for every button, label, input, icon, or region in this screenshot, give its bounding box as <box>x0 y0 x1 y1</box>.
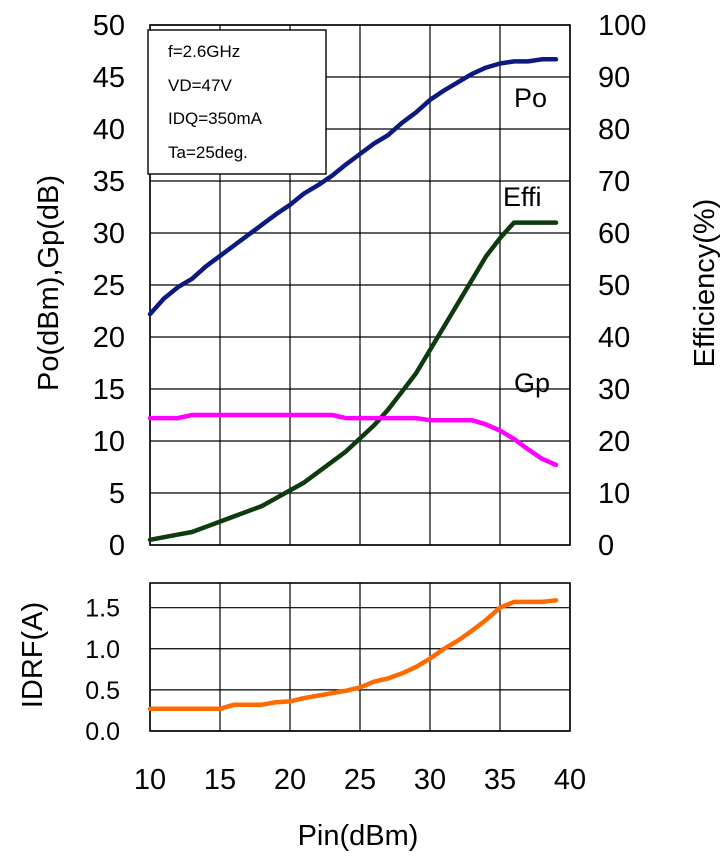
x-tick-label: 20 <box>274 764 306 796</box>
y-tick-label-left: 25 <box>93 270 125 302</box>
main-chart-grid <box>149 24 571 546</box>
y-tick-label-left: 5 <box>109 478 125 510</box>
x-tick-label: 10 <box>134 764 166 796</box>
y-tick-label-right: 50 <box>598 270 630 302</box>
y-tick-label-right: 0 <box>598 530 614 562</box>
main-chart-series <box>147 57 559 543</box>
series-line-gp <box>147 412 559 468</box>
x-tick-label: 30 <box>414 764 446 796</box>
y-axis-title-right: Efficiency(%) <box>689 199 721 368</box>
series-line-po <box>147 57 559 317</box>
y-tick-label-current: 1.5 <box>85 595 120 623</box>
y-tick-label-left: 0 <box>109 530 125 562</box>
y-tick-label-current: 0.0 <box>85 718 120 746</box>
condition-drain-voltage: VD=47V <box>168 76 232 95</box>
x-tick-label: 25 <box>344 764 376 796</box>
condition-frequency: f=2.6GHz <box>168 42 240 61</box>
x-axis-title: Pin(dBm) <box>298 820 419 852</box>
y-tick-label-left: 40 <box>93 114 125 146</box>
y-tick-label-left: 10 <box>93 426 125 458</box>
series-label-gp: Gp <box>514 368 550 398</box>
y-axis-title-current: IDRF(A) <box>17 602 49 708</box>
series-label-po: Po <box>514 83 547 113</box>
series-label-effi: Effi <box>503 182 542 212</box>
y-tick-label-right: 70 <box>598 166 630 198</box>
x-tick-label: 35 <box>484 764 516 796</box>
y-tick-label-left: 30 <box>93 218 125 250</box>
y-tick-label-right: 20 <box>598 426 630 458</box>
y-tick-label-right: 10 <box>598 478 630 510</box>
y-tick-label-right: 80 <box>598 114 630 146</box>
y-tick-label-left: 50 <box>93 10 125 42</box>
conditions-box <box>147 29 327 175</box>
y-axis-title-left: Po(dBm),Gp(dB) <box>33 175 65 391</box>
y-tick-label-right: 40 <box>598 322 630 354</box>
y-tick-label-left: 20 <box>93 322 125 354</box>
current-chart-series <box>147 598 559 712</box>
series-line-idrf <box>147 598 559 712</box>
condition-quiescent-current: IDQ=350mA <box>168 109 263 128</box>
x-tick-label: 15 <box>204 764 236 796</box>
y-tick-label-left: 15 <box>93 374 125 406</box>
x-tick-label: 40 <box>554 764 586 796</box>
y-tick-label-left: 35 <box>93 166 125 198</box>
tick-labels: 0 5 10 15 20 25 30 35 40 45 50 0 10 20 30 40 50 60 70 80 90 1… <box>85 10 646 796</box>
condition-ambient-temperature: Ta=25deg. <box>168 143 248 162</box>
current-plot-frame <box>149 582 571 732</box>
y-tick-label-right: 30 <box>598 374 630 406</box>
y-tick-label-current: 1.0 <box>85 636 120 664</box>
main-plot-frame <box>149 24 571 546</box>
y-tick-label-right: 100 <box>598 10 646 42</box>
y-tick-label-left: 45 <box>93 62 125 94</box>
y-tick-label-current: 0.5 <box>85 677 120 705</box>
series-line-effi <box>147 220 559 543</box>
y-tick-label-right: 60 <box>598 218 630 250</box>
y-tick-label-right: 90 <box>598 62 630 94</box>
